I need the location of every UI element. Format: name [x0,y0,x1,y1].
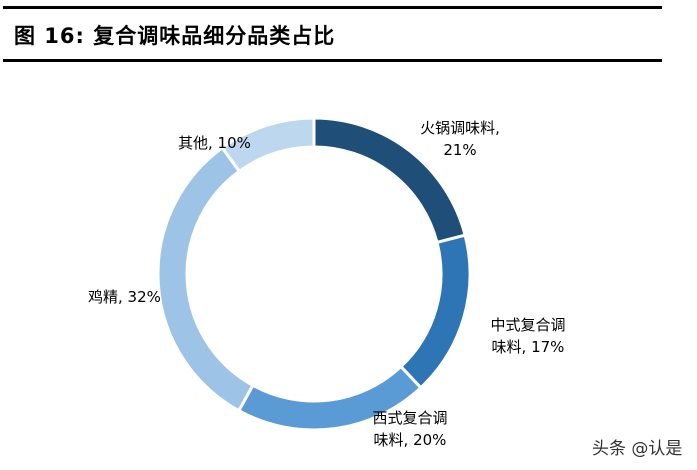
slice-label-chicken-essence: 鸡精, 32% [88,286,188,308]
slice-label-hotpot: 火锅调味料, 21% [410,117,510,161]
donut-slice-2 [398,233,472,390]
bottom-rule [3,59,662,62]
slice-label-line1: 西式复合调 [372,409,448,427]
top-rule [3,6,662,9]
slice-label-line1: 中式复合调 [490,316,566,334]
slice-label-line2: 味料, 20% [373,431,447,449]
figure-title: 图 16: 复合调味品细分品类占比 [14,24,336,48]
slice-label-line2: 味料, 17% [491,338,565,356]
donut-slice-4 [156,145,255,413]
slice-label-line1: 其他, 10% [178,134,251,152]
slice-label-chinese: 中式复合调 味料, 17% [478,314,578,358]
slice-label-other: 其他, 10% [178,132,278,154]
watermark: 头条 @认是 [592,439,683,459]
donut-slice-5 [220,116,316,174]
slice-label-line2: 21% [443,141,477,159]
slice-label-line1: 火锅调味料, [420,119,500,137]
slice-label-western: 西式复合调 味料, 20% [360,407,460,451]
slice-label-line1: 鸡精, 32% [88,288,161,306]
